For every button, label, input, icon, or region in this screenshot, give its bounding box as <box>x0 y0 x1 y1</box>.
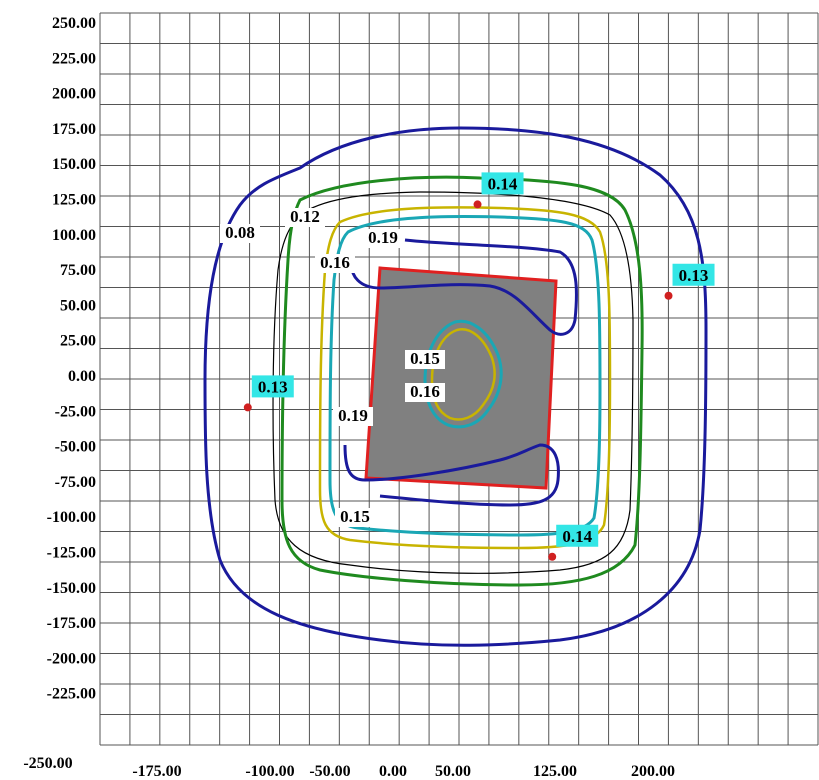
contour-label: 0.19 <box>333 406 373 426</box>
contour-0.13 <box>280 175 644 587</box>
contour-label-bg <box>335 508 375 527</box>
point-label-bg <box>481 172 524 195</box>
y-tick-label: 100.00 <box>52 227 96 244</box>
y-tick-label: 75.00 <box>60 262 96 279</box>
contour-label: 0.19 <box>363 228 403 248</box>
x-tick-label: 125.00 <box>533 763 577 780</box>
x-tick-label: -100.00 <box>245 763 294 780</box>
y-tick-label: 125.00 <box>52 192 96 209</box>
point-marker <box>243 403 252 412</box>
y-tick-label: -150.00 <box>47 580 96 597</box>
contour-labels: 0.08 0.12 0.16 0.19 0.15 0.16 0.19 0.15 <box>220 207 445 527</box>
contour-0.19-bottom <box>343 443 560 507</box>
y-tick-label: 150.00 <box>52 156 96 173</box>
y-tick-label: 25.00 <box>60 333 96 350</box>
point-label-text: 0.14 <box>488 174 518 193</box>
contour-label-text: 0.19 <box>338 406 368 425</box>
y-tick-label: 225.00 <box>52 50 96 67</box>
y-tick-label: -50.00 <box>55 439 96 456</box>
contour-label-bg <box>315 254 355 273</box>
contour-label-bg <box>285 208 325 227</box>
y-tick-label: 0.00 <box>68 368 96 385</box>
x-tick-label: 0.00 <box>379 763 407 780</box>
measurement-points: 0.14 0.13 0.13 0.14 <box>243 172 715 561</box>
contour-label-text: 0.16 <box>410 382 440 401</box>
contour-label: 0.08 <box>220 223 260 243</box>
y-tick-label: -125.00 <box>47 545 96 562</box>
y-tick-label: -225.00 <box>47 686 96 703</box>
point-marker <box>664 291 673 300</box>
measurement-point: 0.13 <box>664 263 715 300</box>
x-tick-label: -250.00 <box>23 755 72 772</box>
point-marker <box>548 552 557 561</box>
y-tick-label: -100.00 <box>47 509 96 526</box>
y-tick-label: -175.00 <box>47 615 96 632</box>
contour-label-bg <box>405 383 445 402</box>
point-label-text: 0.14 <box>562 527 592 546</box>
y-tick-label: 175.00 <box>52 121 96 138</box>
contour-0.08 <box>203 126 708 647</box>
point-label-text: 0.13 <box>258 377 288 396</box>
x-tick-label: 50.00 <box>435 763 471 780</box>
contour-label-text: 0.08 <box>225 223 255 242</box>
contour-label: 0.16 <box>315 253 355 273</box>
contour-label-text: 0.19 <box>368 228 398 247</box>
contour-label: 0.16 <box>405 382 445 402</box>
measurement-point: 0.14 <box>548 524 599 561</box>
contour-label-bg <box>405 350 445 369</box>
y-tick-label: 50.00 <box>60 297 96 314</box>
point-label-text: 0.13 <box>679 266 709 285</box>
measurement-point: 0.14 <box>473 172 524 209</box>
contour-0.14-center <box>430 327 496 421</box>
contour-label-bg <box>333 407 373 426</box>
contour-0.12 <box>272 191 634 574</box>
x-tick-label: -50.00 <box>309 763 350 780</box>
contour-label-text: 0.15 <box>410 349 440 368</box>
x-tick-label: 200.00 <box>631 763 675 780</box>
contour-label-text: 0.15 <box>340 507 370 526</box>
y-tick-label: -75.00 <box>55 474 96 491</box>
contour-0.19-top <box>350 238 578 336</box>
point-marker <box>473 200 482 209</box>
point-label-bg <box>556 524 599 547</box>
measurement-point: 0.13 <box>243 375 294 412</box>
contour-label: 0.15 <box>405 349 445 369</box>
contour-label-bg <box>220 224 260 243</box>
contour-label-text: 0.16 <box>320 253 350 272</box>
point-label-bg <box>672 263 715 286</box>
contour-label-bg <box>363 229 403 248</box>
y-tick-label: 200.00 <box>52 86 96 103</box>
y-tick-label: 250.00 <box>52 15 96 32</box>
x-tick-label: -175.00 <box>132 763 181 780</box>
y-tick-label: -200.00 <box>47 650 96 667</box>
plate <box>364 266 558 490</box>
contour-label: 0.12 <box>285 207 325 227</box>
point-label-bg <box>251 375 294 398</box>
tick-labels: 250.00 225.00 200.00 175.00 150.00 125.00 100.… <box>23 15 675 780</box>
y-tick-label: -25.00 <box>55 403 96 420</box>
contour-label-text: 0.12 <box>290 207 320 226</box>
contour-label: 0.15 <box>335 507 375 527</box>
